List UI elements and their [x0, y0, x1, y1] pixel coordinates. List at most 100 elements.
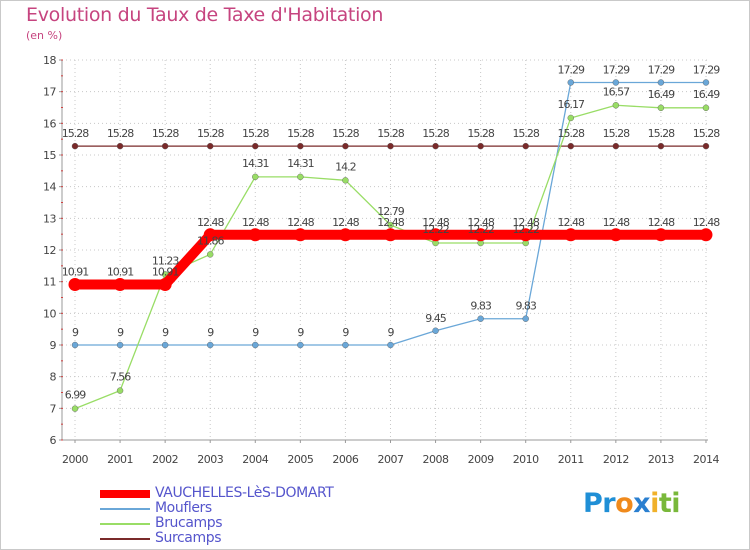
- data-label: 9: [117, 326, 124, 339]
- data-point: [609, 228, 623, 242]
- data-point: [432, 142, 439, 150]
- data-point: [252, 341, 259, 349]
- data-label: 12.79: [377, 205, 404, 218]
- x-tick-label: 2000: [62, 453, 88, 466]
- data-label: 9.83: [515, 300, 536, 313]
- data-label: 15.28: [287, 127, 314, 140]
- data-label: 16.49: [693, 88, 720, 101]
- data-label: 14.31: [242, 157, 269, 170]
- data-label: 10.91: [62, 266, 89, 279]
- data-label: 16.17: [558, 98, 585, 111]
- data-label: 15.28: [512, 127, 539, 140]
- data-point: [702, 104, 710, 112]
- data-point: [252, 142, 259, 150]
- data-label: 9.83: [470, 300, 491, 313]
- data-point: [519, 228, 533, 242]
- data-point: [699, 228, 713, 242]
- data-point: [342, 177, 349, 184]
- logo-part: x: [633, 488, 651, 519]
- legend-item: Mouflers: [100, 500, 340, 517]
- data-label: 12.48: [558, 216, 585, 229]
- data-point: [522, 315, 529, 322]
- data-point: [113, 278, 127, 292]
- data-label: 15.28: [332, 127, 359, 140]
- data-point: [161, 142, 169, 150]
- data-point: [116, 142, 124, 150]
- logo-part: i: [650, 488, 659, 519]
- y-tick-label: 7: [50, 402, 57, 415]
- legend-label: Brucamps: [155, 515, 223, 531]
- x-tick-label: 2002: [152, 453, 178, 466]
- data-label: 12.48: [422, 216, 449, 229]
- x-tick-label: 2005: [287, 453, 313, 466]
- chart-title: Evolution du Taux de Taxe d'Habitation: [26, 4, 384, 26]
- logo-part: o: [615, 488, 634, 519]
- legend: VAUCHELLES-LèS-DOMART Mouflers Brucamps Sur…: [100, 485, 340, 547]
- data-point: [116, 341, 124, 349]
- data-point: [297, 341, 304, 349]
- data-label: 12.48: [287, 216, 314, 229]
- data-point: [387, 142, 394, 150]
- data-label: 17.29: [693, 63, 720, 76]
- data-point: [657, 79, 665, 86]
- data-label: 15.28: [377, 127, 404, 140]
- data-label: 15.28: [62, 127, 89, 140]
- data-label: 10.91: [107, 266, 134, 279]
- data-point: [68, 278, 82, 292]
- data-point: [429, 228, 443, 242]
- data-label: 10.91: [152, 266, 179, 279]
- data-label: 15.28: [603, 127, 630, 140]
- legend-swatch: [100, 508, 150, 510]
- data-label: 9: [387, 326, 394, 339]
- data-label: 12.48: [603, 216, 630, 229]
- x-tick-label: 2008: [423, 453, 449, 466]
- data-point: [657, 104, 665, 112]
- data-label: 9: [162, 326, 169, 339]
- data-label: 15.28: [467, 127, 494, 140]
- data-label: 9: [252, 326, 259, 339]
- data-point: [654, 228, 668, 242]
- data-label: 17.29: [603, 63, 630, 76]
- x-tick-label: 2003: [197, 453, 223, 466]
- data-point: [338, 228, 352, 242]
- x-tick-label: 2004: [242, 453, 268, 466]
- data-point: [297, 173, 304, 181]
- data-label: 17.29: [558, 63, 585, 76]
- y-tick-label: 15: [43, 149, 56, 162]
- y-tick-label: 18: [43, 54, 56, 67]
- x-tick-label: 2001: [107, 453, 133, 466]
- data-label: 9: [342, 326, 349, 339]
- data-point: [567, 79, 574, 86]
- legend-swatch: [100, 538, 150, 540]
- data-label: 14.2: [335, 160, 356, 173]
- data-point: [207, 251, 214, 258]
- data-label: 9: [72, 326, 79, 339]
- data-label: 15.28: [693, 127, 720, 140]
- data-label: 15.28: [422, 127, 449, 140]
- data-point: [203, 228, 217, 242]
- data-label: 15.28: [648, 127, 675, 140]
- data-label: 12.22: [467, 223, 494, 236]
- y-tick-label: 11: [43, 276, 56, 289]
- y-tick-label: 16: [43, 117, 56, 130]
- data-label: 6.99: [65, 389, 86, 402]
- x-tick-label: 2011: [558, 453, 584, 466]
- x-tick-label: 2012: [603, 453, 629, 466]
- data-label: 7.56: [110, 371, 131, 384]
- data-point: [612, 79, 620, 86]
- y-tick-label: 10: [43, 307, 56, 320]
- y-tick-label: 14: [43, 181, 56, 194]
- data-point: [158, 278, 172, 292]
- data-label: 9: [297, 326, 304, 339]
- data-label: 15.28: [197, 127, 224, 140]
- data-label: 12.22: [422, 223, 449, 236]
- x-tick-label: 2013: [648, 453, 674, 466]
- data-point: [564, 228, 578, 242]
- data-point: [71, 142, 79, 150]
- chart-subtitle: (en %): [26, 29, 63, 42]
- data-label: 12.48: [512, 216, 539, 229]
- data-label: 12.48: [648, 216, 675, 229]
- data-point: [387, 341, 394, 349]
- data-label: 11.86: [197, 234, 224, 247]
